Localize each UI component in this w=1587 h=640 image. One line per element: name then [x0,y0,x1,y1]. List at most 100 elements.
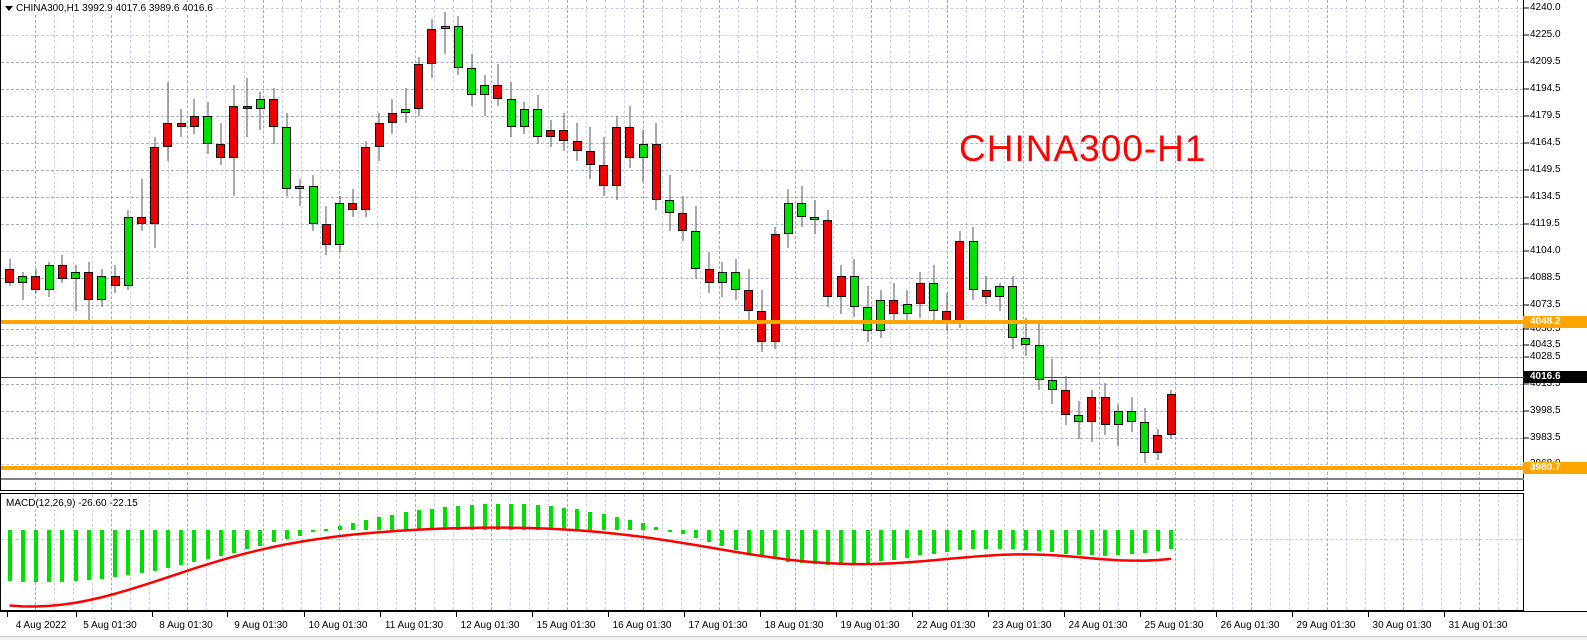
candle-wick [457,15,459,75]
candle-body [797,202,806,217]
candle-body [995,286,1004,297]
time-axis-tick [227,612,228,617]
triangle-down-icon[interactable] [5,6,13,11]
price-chart-pane[interactable]: CHINA300-H1 [0,0,1524,491]
grid-hline [1,8,1523,9]
candle-body [1100,397,1110,426]
axis-tick [1524,223,1529,225]
candlestick [5,0,14,491]
candlestick [348,0,358,491]
candle-wick [391,98,393,134]
candle-body [955,241,965,321]
candle-wick [801,185,802,228]
time-axis-label: 5 Aug 01:30 [83,620,137,631]
time-axis-tick [380,612,381,617]
chart-symbol-header[interactable]: CHINA300,H1 3992.9 4017.6 3989.6 4016.6 [2,2,216,15]
grid-vline [187,0,188,490]
candlestick [810,0,820,491]
candle-wick [523,102,525,134]
price-level-line-resistance-orange[interactable] [1,320,1524,324]
candle-body [255,98,265,110]
candle-wick [629,105,631,169]
time-axis-label: 8 Aug 01:30 [159,620,213,631]
grid-vline [1479,0,1480,490]
candlestick [559,0,569,491]
grid-vline [1517,0,1518,490]
axis-tick [1524,196,1529,198]
candle-wick [141,178,142,231]
grid-vline [472,0,473,490]
grid-vline [814,0,815,490]
price-axis[interactable]: 4240.0 4225.0 4209.5 4194.5 4179.5 4164.5 4149… [1523,0,1587,491]
candlestick [176,0,186,491]
axis-tick [1524,344,1529,346]
grid-vline [890,0,891,490]
candlestick [823,0,833,491]
candle-wick [893,282,895,325]
candlestick [585,0,595,491]
candlestick [427,0,437,491]
candlestick [638,0,648,491]
grid-vline [339,0,340,490]
candle-body [691,230,701,269]
axis-tick [1524,142,1529,144]
candle-wick [1012,275,1014,349]
time-axis-tick [1444,612,1445,617]
candle-wick [959,230,961,328]
candle-wick [378,112,380,162]
time-axis-label: 24 Aug 01:30 [1068,620,1128,631]
time-axis-tick [988,612,989,617]
candlestick [876,0,886,491]
candle-wick [1157,428,1159,460]
candle-wick [497,64,499,106]
grid-vline [1099,0,1100,490]
candle-body [572,140,582,151]
candlestick [308,0,318,491]
grid-hline [1,35,1523,36]
grid-vline [1042,0,1043,490]
candlestick [1127,0,1136,491]
price-axis-label: 4134.5 [1530,191,1561,202]
candle-body [810,216,820,221]
candle-wick [735,258,736,301]
candle-body [387,112,397,124]
axis-tick [1524,115,1529,117]
grid-hline [1,197,1523,198]
candlestick [150,0,160,491]
candle-body [651,144,661,200]
candle-body [295,185,305,190]
grid-vline [833,0,834,490]
candle-wick [352,189,354,217]
candle-wick [510,81,512,138]
candlestick [770,0,780,491]
time-axis-tick [1292,612,1293,617]
price-level-line-support-orange[interactable] [1,466,1524,470]
candle-wick [233,85,235,197]
candle-body [1166,393,1176,436]
price-axis-label: 4149.5 [1530,164,1561,175]
candlestick [995,0,1004,491]
candlestick [361,0,371,491]
axis-tick [1524,277,1529,279]
price-axis-label: 4164.5 [1530,137,1561,148]
candle-body [770,234,780,342]
candle-wick [1051,359,1053,405]
candle-body [981,289,991,297]
candle-body [335,202,344,245]
candle-body [84,272,94,301]
time-axis-label: 30 Aug 01:30 [1372,620,1432,631]
time-axis-tick [304,612,305,617]
candle-body [269,98,278,127]
time-axis-tick [532,612,533,617]
time-axis-label: 16 Aug 01:30 [612,620,672,631]
time-axis[interactable]: 4 Aug 2022 5 Aug 01:30 8 Aug 01:30 9 Aug 01… [0,611,1587,640]
candle-body [5,268,14,283]
grid-vline [1080,0,1081,490]
candle-wick [180,109,182,138]
candlestick [1008,0,1018,491]
candlestick [269,0,278,491]
grid-vline [54,0,55,490]
candle-body [57,265,67,280]
status-bar [0,636,1587,640]
macd-pane[interactable] [0,493,1523,611]
